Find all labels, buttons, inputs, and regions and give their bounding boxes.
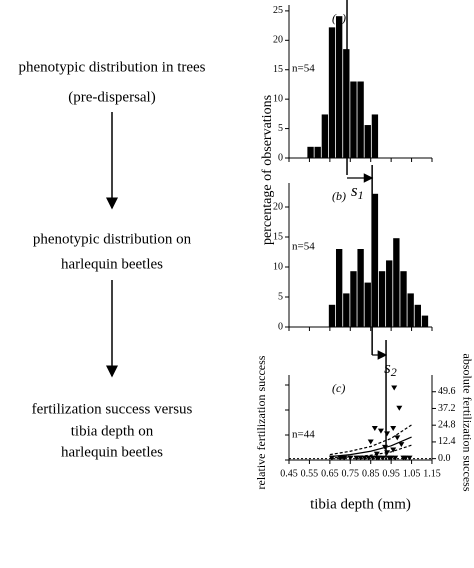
point bbox=[396, 405, 403, 411]
point bbox=[357, 455, 364, 461]
x-axis-title: tibia depth (mm) bbox=[310, 496, 411, 512]
bar bbox=[314, 146, 321, 158]
point bbox=[377, 428, 384, 434]
y2-tick-label: 24.8 bbox=[438, 419, 456, 430]
x-tick-label: 0.65 bbox=[321, 468, 339, 479]
bar bbox=[386, 260, 393, 327]
bar bbox=[328, 304, 336, 327]
point bbox=[390, 447, 397, 453]
point bbox=[406, 455, 413, 461]
y-tick-label: 20 bbox=[273, 201, 283, 212]
y-axis-title: relative fertilization success bbox=[254, 355, 268, 489]
shift-subscript: 2 bbox=[391, 365, 397, 379]
y-tick-label: 0 bbox=[278, 152, 283, 163]
point bbox=[369, 455, 376, 461]
y-axis-title: percentage of observations bbox=[260, 95, 275, 245]
panel-label: (b) bbox=[332, 189, 346, 203]
flow-label: (pre-dispersal) bbox=[68, 89, 155, 105]
bar bbox=[343, 293, 350, 327]
y-tick-label: 25 bbox=[273, 5, 283, 16]
y-tick-label: 15 bbox=[273, 231, 283, 242]
y-tick-label: 5 bbox=[278, 291, 283, 302]
y2-tick-label: 12.4 bbox=[438, 436, 456, 447]
x-tick-label: 0.55 bbox=[301, 468, 319, 479]
y-tick-label: 0 bbox=[278, 321, 283, 332]
x-tick-label: 0.95 bbox=[382, 468, 400, 479]
point bbox=[394, 435, 401, 441]
flow-label: harlequin beetles bbox=[61, 256, 163, 272]
bar bbox=[357, 249, 364, 327]
bar bbox=[350, 81, 357, 158]
bar bbox=[335, 249, 343, 327]
y2-tick-label: 49.6 bbox=[438, 386, 456, 397]
bar bbox=[328, 27, 336, 158]
y-tick-label: 10 bbox=[273, 261, 283, 272]
point bbox=[347, 455, 354, 461]
point bbox=[365, 455, 372, 461]
shift-label: s1 bbox=[351, 181, 364, 202]
point bbox=[384, 431, 391, 437]
x-tick-label: 1.15 bbox=[423, 468, 441, 479]
y-tick-label: 20 bbox=[273, 35, 283, 46]
bar bbox=[378, 271, 386, 327]
y-tick-label: 5 bbox=[278, 123, 283, 134]
x-tick-label: 0.85 bbox=[362, 468, 380, 479]
y2-axis-title: absolute fertilization success bbox=[460, 354, 474, 492]
bar bbox=[350, 271, 357, 327]
point bbox=[388, 455, 395, 461]
flow-label: harlequin beetles bbox=[61, 444, 163, 460]
shift-symbol: s bbox=[351, 181, 358, 200]
point bbox=[328, 455, 335, 461]
bar bbox=[407, 293, 414, 327]
bar bbox=[357, 81, 364, 158]
bar bbox=[421, 315, 429, 327]
bar bbox=[364, 125, 371, 158]
point bbox=[392, 455, 399, 461]
n-label: n=54 bbox=[292, 241, 315, 253]
point bbox=[353, 455, 360, 461]
y-tick-label: 10 bbox=[273, 93, 283, 104]
bar bbox=[321, 114, 329, 158]
point bbox=[373, 451, 380, 457]
shift-subscript: 1 bbox=[358, 188, 364, 202]
bar bbox=[400, 271, 407, 327]
y2-tick-label: 37.2 bbox=[438, 403, 456, 414]
bar bbox=[414, 304, 421, 327]
n-label: n=44 bbox=[292, 429, 315, 441]
bar bbox=[371, 193, 379, 327]
y2-tick-label: 0.0 bbox=[438, 453, 451, 464]
bar bbox=[371, 114, 379, 158]
n-label: n=54 bbox=[292, 63, 315, 75]
bar bbox=[307, 146, 314, 158]
flow-label: phenotypic distribution on bbox=[33, 231, 192, 247]
point bbox=[371, 425, 378, 431]
point bbox=[379, 455, 386, 461]
shift-symbol: s bbox=[384, 358, 391, 377]
point bbox=[337, 455, 344, 461]
x-tick-label: 0.45 bbox=[280, 468, 298, 479]
point bbox=[367, 439, 374, 445]
bar bbox=[335, 16, 343, 158]
y-tick-label: 15 bbox=[273, 64, 283, 75]
panel-label: (c) bbox=[332, 381, 345, 395]
point bbox=[390, 425, 397, 431]
point bbox=[402, 455, 409, 461]
shift-label: s2 bbox=[384, 358, 397, 379]
point bbox=[361, 455, 368, 461]
x-tick-label: 0.75 bbox=[342, 468, 360, 479]
x-tick-label: 1.05 bbox=[403, 468, 421, 479]
fit-line bbox=[329, 424, 412, 456]
bar bbox=[364, 282, 371, 327]
fit-line bbox=[329, 444, 412, 459]
flow-label: fertilization success versus bbox=[32, 401, 193, 417]
flow-label: phenotypic distribution in trees bbox=[18, 59, 205, 75]
point bbox=[391, 385, 398, 391]
point bbox=[375, 455, 382, 461]
point bbox=[341, 455, 348, 461]
bar bbox=[393, 238, 400, 327]
flow-label: tibia depth on bbox=[71, 423, 154, 439]
point bbox=[398, 442, 405, 448]
fit-line bbox=[329, 436, 412, 458]
